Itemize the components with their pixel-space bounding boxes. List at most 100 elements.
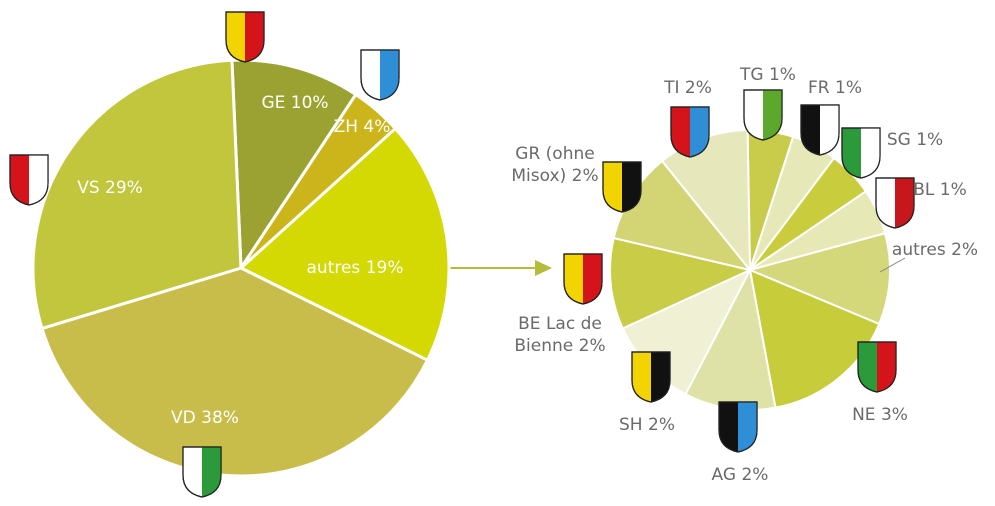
shield-outline: [841, 127, 881, 179]
label-text: TG: [740, 65, 764, 85]
slice-label: BL 1%: [913, 179, 967, 201]
shield-outline: [631, 351, 671, 403]
slice-label: AG 2%: [712, 464, 769, 486]
label-text: 1%: [939, 180, 967, 200]
shield-outline: [743, 89, 783, 141]
label-text: GE: [261, 93, 286, 113]
label-text: FR: [808, 78, 830, 98]
shield-outline: [563, 253, 603, 305]
slice-label: FR 1%: [808, 77, 862, 99]
coat-of-arms: [631, 351, 671, 403]
label-text: VD: [171, 408, 196, 428]
shield-half: [895, 178, 914, 228]
slice-label: SG 1%: [887, 129, 943, 151]
label-text: TI: [664, 78, 680, 98]
coat-of-arms: [225, 11, 265, 63]
label-text: 2%: [648, 415, 675, 435]
shield-half: [820, 105, 839, 155]
pie-slice: [748, 268, 881, 409]
label-text: BE Lac de Bienne: [514, 314, 602, 356]
shield-half: [380, 50, 399, 100]
slice-label: ZH 4%: [334, 116, 391, 138]
label-text: 1%: [916, 130, 944, 150]
slice-label: GR (ohne Misox) 2%: [505, 143, 605, 187]
label-text: 10%: [290, 93, 329, 113]
coat-of-arms: [857, 341, 897, 393]
coat-of-arms: [670, 106, 710, 158]
shield-outline: [800, 104, 840, 156]
shield-outline: [670, 106, 710, 158]
label-text: AG: [711, 465, 737, 485]
shield-half: [583, 254, 602, 304]
coat-of-arms: [563, 253, 603, 305]
shield-half: [877, 342, 896, 392]
slice-label: VD 38%: [171, 407, 239, 429]
shield-half: [861, 128, 880, 178]
shield-half: [738, 402, 757, 452]
label-text: SH: [619, 415, 643, 435]
pie-slice: [40, 266, 430, 478]
slice-label: autres 19%: [307, 257, 404, 279]
coat-of-arms: [360, 49, 400, 101]
coat-of-arms: [718, 401, 758, 453]
slice-label: GE 10%: [261, 92, 328, 114]
label-text: 2%: [684, 78, 712, 98]
label-text: autres: [306, 258, 361, 278]
label-text: SG: [886, 130, 911, 150]
coat-of-arms: [602, 161, 642, 213]
shield-half: [651, 352, 670, 402]
slice-label: VS 29%: [77, 177, 143, 199]
label-text: 38%: [201, 408, 239, 428]
coat-of-arms: [841, 127, 881, 179]
label-text: 19%: [365, 258, 404, 278]
shield-outline: [225, 11, 265, 63]
shield-half: [622, 162, 641, 212]
slice-label: SH 2%: [619, 414, 675, 436]
shield-outline: [857, 341, 897, 393]
shield-half: [29, 155, 48, 205]
slice-label: TI 2%: [664, 77, 712, 99]
label-text: autres: [891, 240, 946, 260]
label-text: 29%: [105, 178, 143, 198]
label-text: 2%: [741, 465, 769, 485]
label-text: NE: [852, 405, 876, 425]
label-text: 2%: [578, 336, 606, 356]
pie-slice: [609, 236, 754, 330]
slice-label: TG 1%: [740, 64, 796, 86]
shield-half: [690, 107, 709, 157]
shield-outline: [360, 49, 400, 101]
slice-label: autres 2%: [892, 239, 978, 261]
shield-half: [245, 12, 264, 62]
shield-outline: [9, 154, 49, 206]
label-text: VS: [77, 178, 100, 198]
shield-outline: [182, 446, 222, 498]
label-text: 1%: [768, 65, 796, 85]
pie-slice: [238, 126, 451, 363]
label-text: 3%: [880, 405, 908, 425]
label-text: 4%: [363, 117, 391, 137]
label-text: ZH: [333, 117, 359, 137]
arrow-head: [535, 260, 552, 276]
label-text: BL: [913, 180, 935, 200]
label-text: 2%: [951, 240, 979, 260]
coat-of-arms: [875, 177, 915, 229]
shield-outline: [602, 161, 642, 213]
coat-of-arms: [743, 89, 783, 141]
slice-label: BE Lac de Bienne 2%: [513, 313, 608, 357]
coat-of-arms: [9, 154, 49, 206]
label-text: GR (ohne Misox): [511, 144, 595, 186]
coat-of-arms: [182, 446, 222, 498]
slice-label: NE 3%: [852, 404, 908, 426]
shield-outline: [718, 401, 758, 453]
leader-line: [879, 257, 906, 273]
coat-of-arms: [800, 104, 840, 156]
label-text: 1%: [835, 78, 862, 98]
shield-half: [202, 447, 221, 497]
pie-slice: [31, 58, 243, 331]
shield-outline: [875, 177, 915, 229]
shield-half: [763, 90, 782, 140]
pie-slice: [746, 232, 891, 326]
label-text: 2%: [571, 166, 599, 186]
